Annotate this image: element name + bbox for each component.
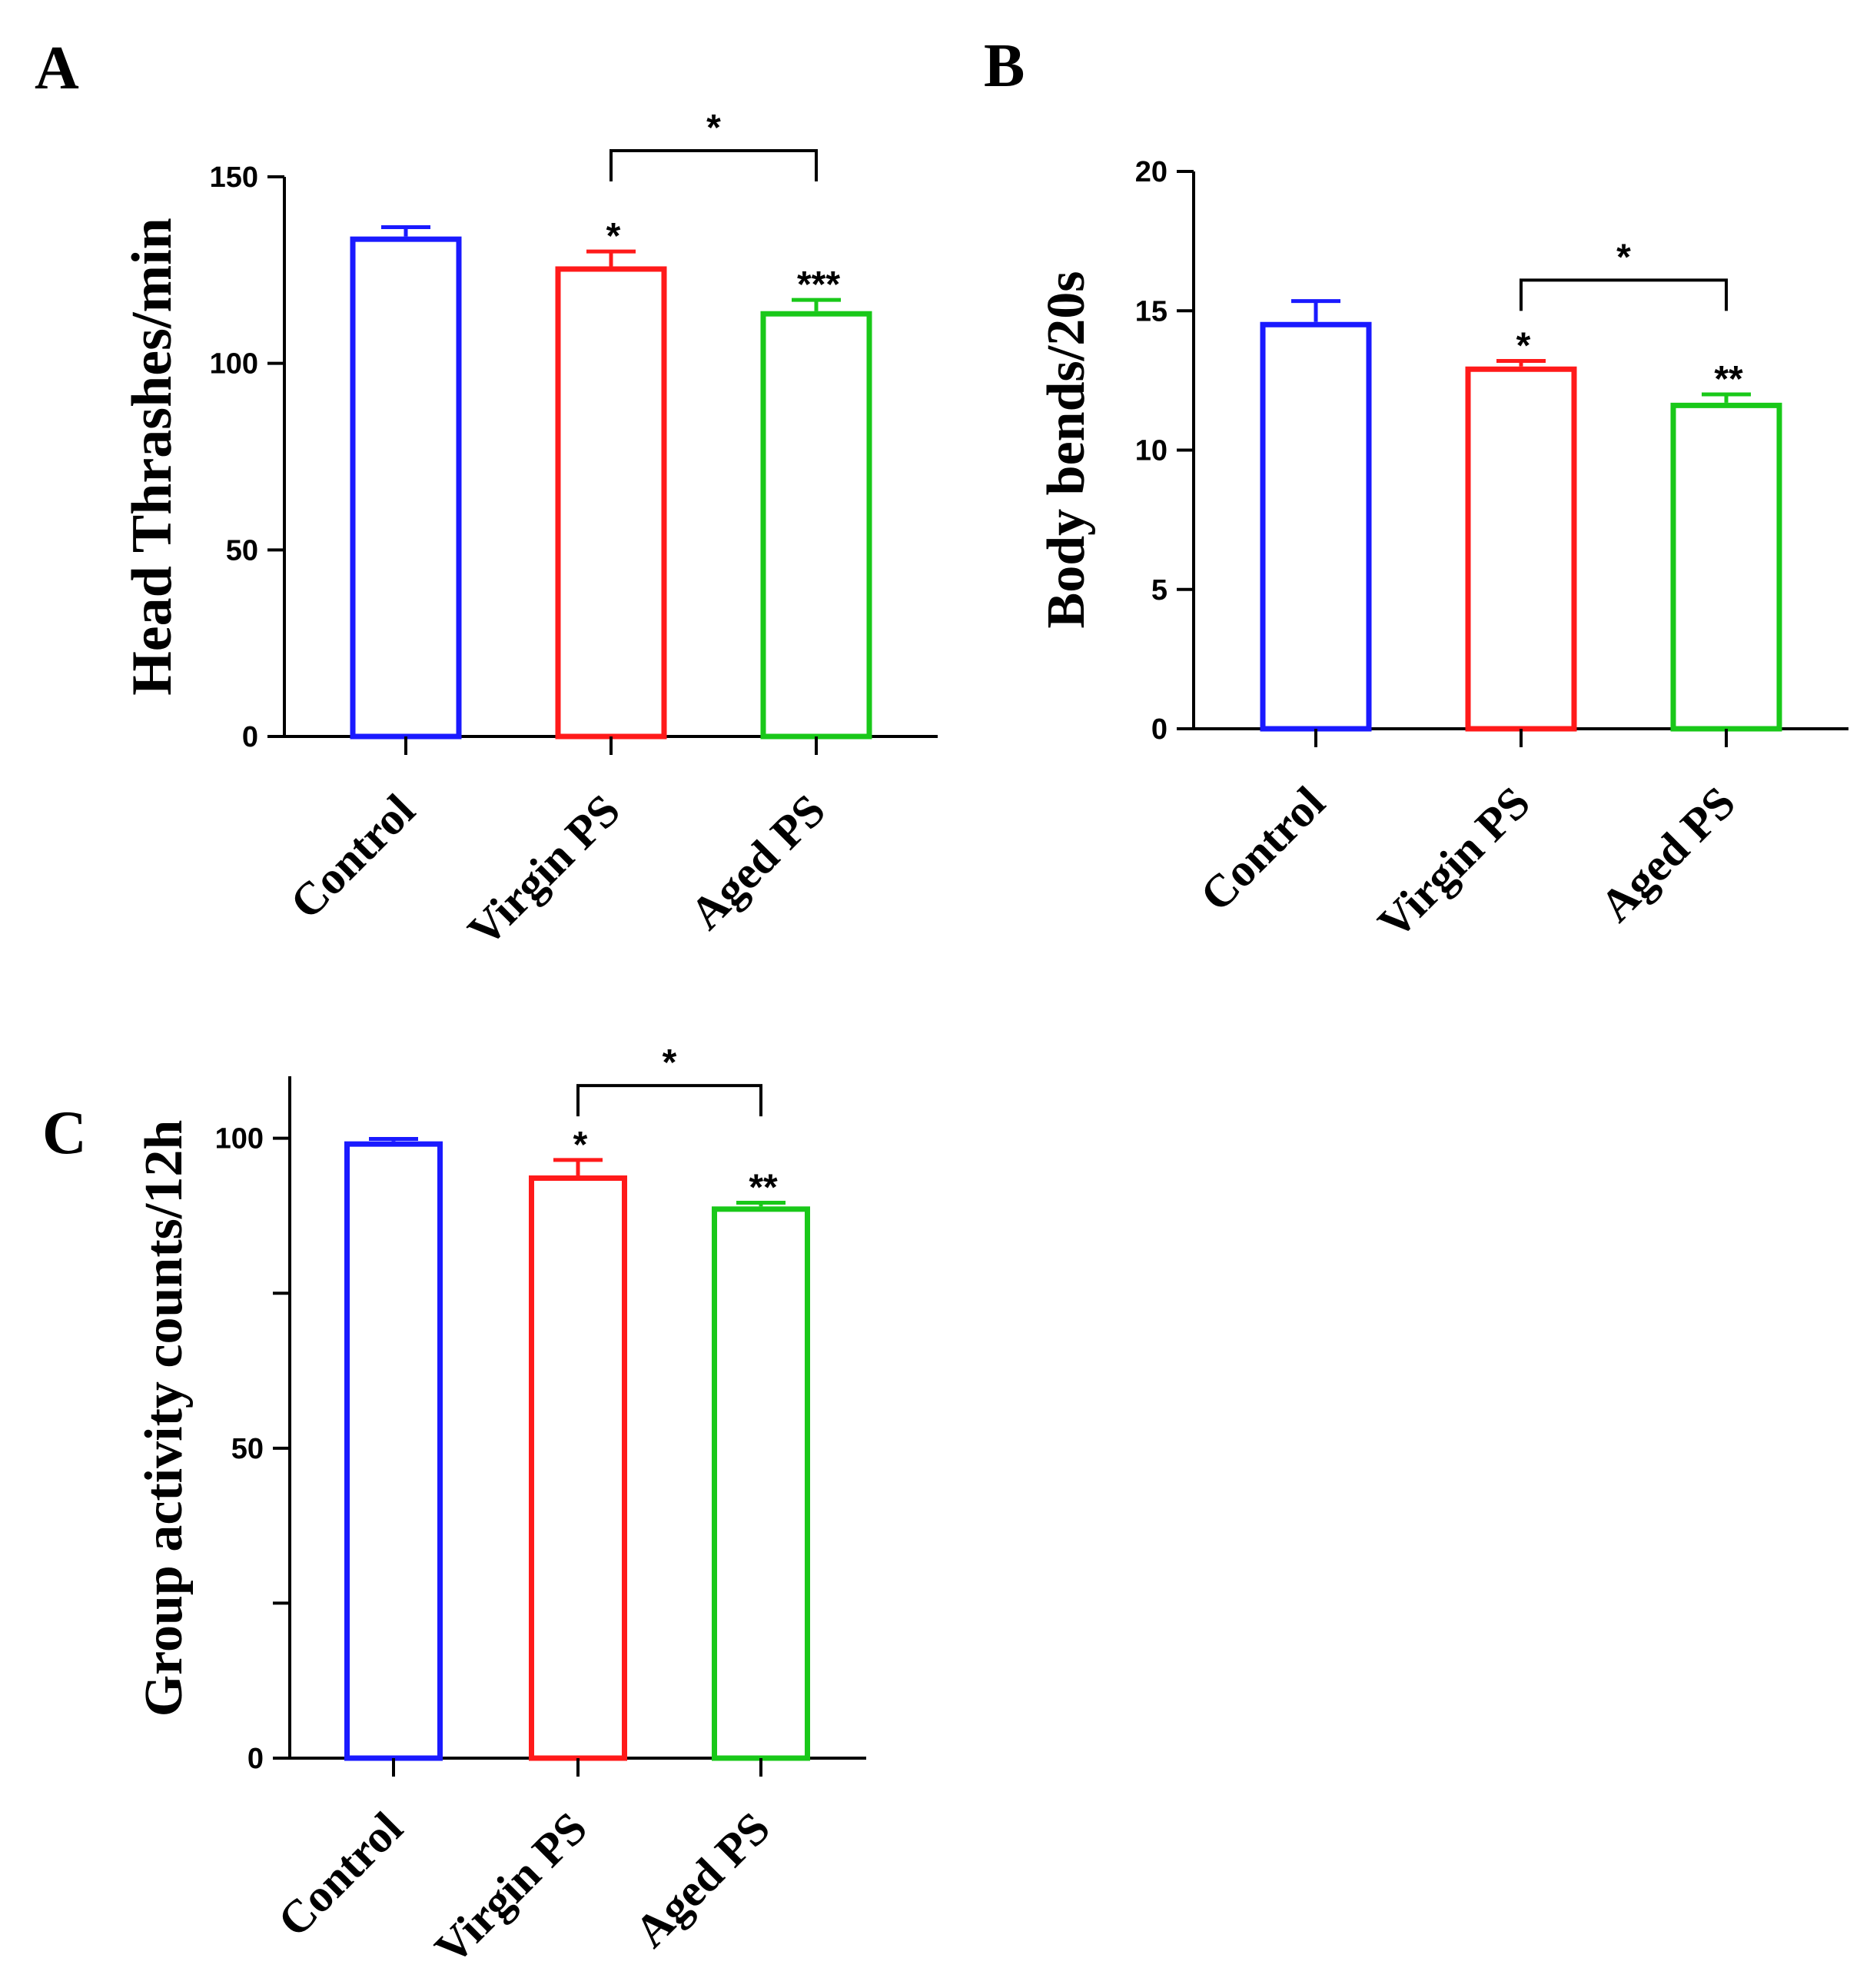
y-axis-title: Body bends/20s xyxy=(1037,271,1096,629)
x-tick-label: Aged PS xyxy=(625,1803,779,1957)
error-bar xyxy=(381,225,430,237)
error-bar xyxy=(1291,299,1340,322)
bracket-line xyxy=(1520,278,1728,311)
error-bar xyxy=(586,249,636,267)
y-tick-label: 0 xyxy=(247,1743,264,1775)
significance-label: *** xyxy=(797,264,840,305)
y-axis-title: Group activity counts/12h xyxy=(135,1120,194,1717)
bar-control xyxy=(1260,321,1372,732)
significance-label: ** xyxy=(1714,359,1743,400)
bar-aged-ps xyxy=(712,1206,810,1761)
chart-panel-b: B Body bends/20s 0 5 10 15 20 Control Virgin PS *… xyxy=(984,32,1848,949)
x-tick-label: Aged PS xyxy=(680,785,835,939)
y-tick-label: 150 xyxy=(210,161,258,194)
error-bar xyxy=(792,298,841,311)
error-bar xyxy=(553,1158,603,1176)
bracket-label: * xyxy=(706,108,721,148)
x-tick-label: Control xyxy=(281,785,424,929)
error-bar xyxy=(1702,392,1751,403)
bracket-label: * xyxy=(663,1042,677,1083)
chart-panel-a: A Head Thrashes/min 0 50 100 150 Control Virgin… xyxy=(35,35,938,956)
y-tick-label: 15 xyxy=(1135,295,1168,327)
chart-panel-c: C Group activity counts/12h 0 50 100 Control V… xyxy=(42,1042,866,1974)
x-tick-label: Aged PS xyxy=(1590,777,1745,932)
error-bar xyxy=(1496,359,1546,367)
significance-label: * xyxy=(573,1125,588,1165)
y-tick-label: 0 xyxy=(1151,713,1168,746)
y-tick-label: 100 xyxy=(210,348,258,381)
bar-control xyxy=(350,236,462,740)
bar-aged-ps xyxy=(760,311,872,740)
y-tick-label: 50 xyxy=(226,534,258,567)
error-bar xyxy=(369,1136,418,1142)
panel-letter: A xyxy=(35,35,79,102)
panel-letter: C xyxy=(42,1099,87,1167)
y-tick-label: 10 xyxy=(1135,435,1168,467)
panel-letter: B xyxy=(984,32,1025,100)
x-tick-label: Control xyxy=(1191,777,1334,921)
y-tick-label: 100 xyxy=(215,1123,264,1155)
bar-control xyxy=(344,1141,443,1761)
y-axis-title: Head Thrashes/min xyxy=(121,218,184,696)
bar-virgin-ps xyxy=(555,266,667,740)
bar-aged-ps xyxy=(1670,402,1782,732)
significance-bracket: * xyxy=(609,108,818,182)
y-tick-label: 50 xyxy=(231,1433,264,1465)
x-tick-label: Virgin PS xyxy=(425,1803,596,1974)
x-tick-label: Virgin PS xyxy=(458,785,629,956)
y-tick-label: 0 xyxy=(242,721,258,753)
significance-bracket: * xyxy=(576,1042,762,1117)
y-tick-label: 20 xyxy=(1135,156,1168,188)
bracket-line xyxy=(609,149,818,182)
error-bar xyxy=(736,1200,786,1207)
significance-label: * xyxy=(606,216,621,257)
bar-virgin-ps xyxy=(1465,366,1577,732)
x-tick-label: Control xyxy=(268,1803,412,1946)
bar-virgin-ps xyxy=(529,1175,627,1761)
significance-label: * xyxy=(1516,326,1531,367)
significance-label: ** xyxy=(749,1167,778,1208)
significance-bracket: * xyxy=(1520,237,1728,311)
bracket-line xyxy=(576,1084,762,1117)
bracket-label: * xyxy=(1616,237,1631,278)
y-tick-label: 5 xyxy=(1151,574,1168,607)
x-tick-label: Virgin PS xyxy=(1368,777,1540,949)
